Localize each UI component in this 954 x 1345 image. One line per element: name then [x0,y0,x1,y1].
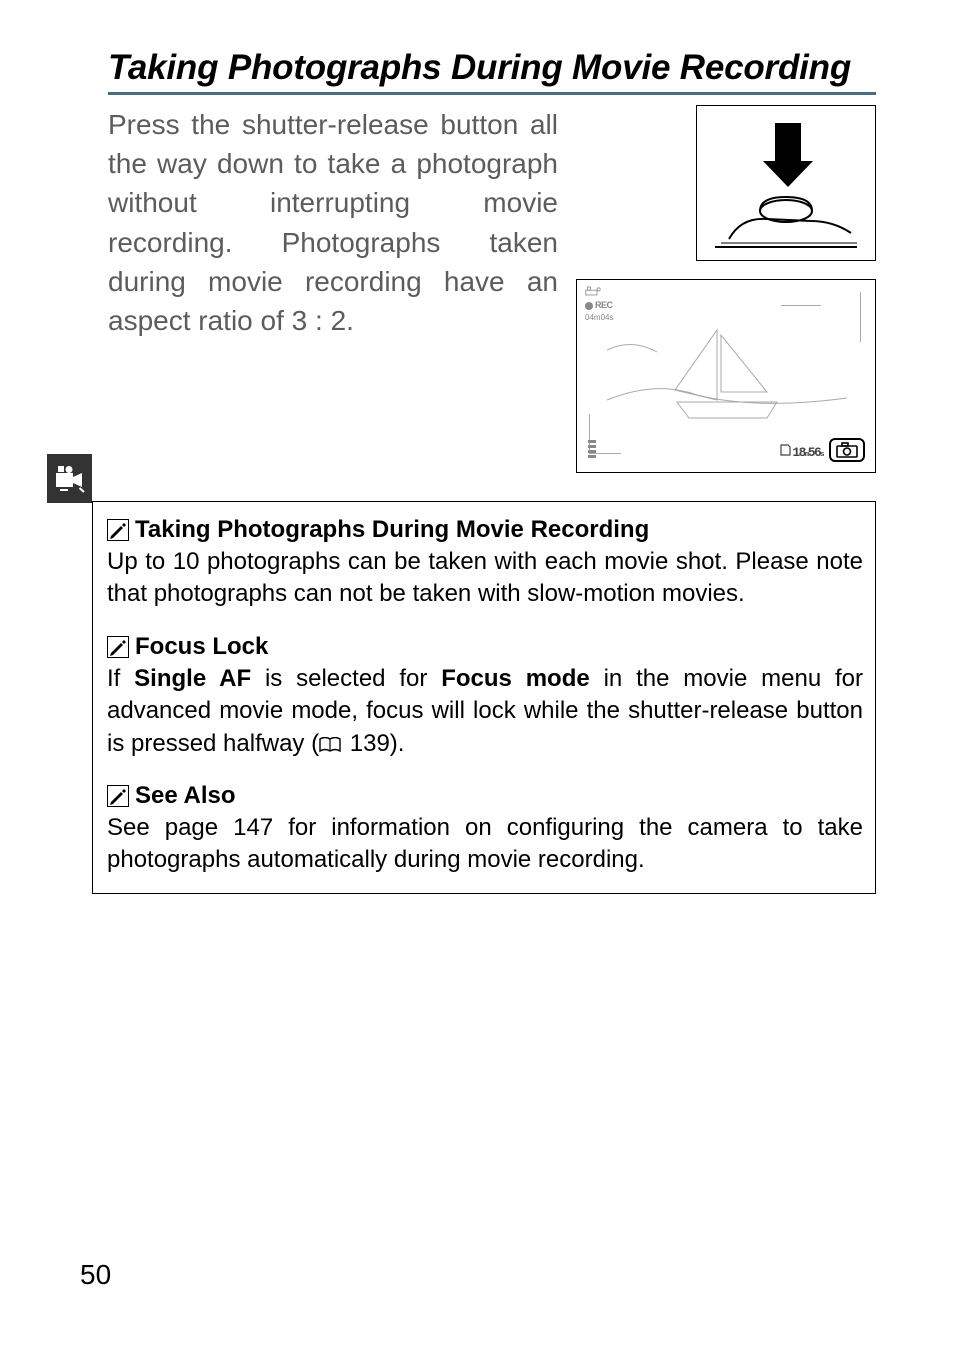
pencil-icon [107,519,129,541]
intro-text: Press the shutter-release button all the… [108,105,558,340]
intro-row: Press the shutter-release button all the… [108,105,876,473]
t: If [107,665,134,692]
remain-s: s [820,451,823,459]
note-title: Focus Lock [135,633,268,661]
notes-box: Taking Photographs During Movie Recordin… [92,501,876,894]
note-taking-photos: Taking Photographs During Movie Recordin… [107,516,863,611]
note-title: See Also [135,782,236,810]
pencil-icon [107,636,129,658]
title-rule [108,92,876,95]
bold-focus-mode: Focus mode [441,665,590,692]
note-body: See page 147 for information on configur… [107,812,863,877]
note-see-also: See Also See page 147 for information on… [107,782,863,877]
note-heading: Focus Lock [107,633,863,661]
manual-ref-icon [319,737,341,753]
section-title: Taking Photographs During Movie Recordin… [108,48,876,88]
note-heading: See Also [107,782,863,810]
sidebar-movie-tab [47,454,92,503]
note-focus-lock: Focus Lock If Single AF is selected for … [107,633,863,760]
pencil-icon [107,785,129,807]
remain-sec: 56 [808,445,821,460]
remaining-time: 18 m 56 s [779,444,823,460]
shutter-press-svg [711,118,861,254]
bold-single-af: Single AF [134,665,251,692]
card-icon [779,444,791,456]
page: Taking Photographs During Movie Recordin… [0,0,954,1345]
remain-min: 18 [792,445,805,460]
brightness-icon [585,440,599,458]
note-heading: Taking Photographs During Movie Recordin… [107,516,863,544]
t: is selected for [251,665,441,692]
photo-icon-callout [829,438,865,462]
note-body: Up to 10 photographs can be taken with e… [107,546,863,611]
illustration-shutter-press [696,105,876,261]
page-number: 50 [80,1259,111,1291]
illustration-lcd-view: REC 04m04s [576,279,876,473]
movie-mode-icon [55,464,85,494]
note-body: If Single AF is selected for Focus mode … [107,663,863,760]
page-ref: 139). [350,730,405,757]
note-title: Taking Photographs During Movie Recordin… [135,516,649,544]
camera-icon [836,442,858,458]
illustration-column: REC 04m04s [576,105,876,473]
